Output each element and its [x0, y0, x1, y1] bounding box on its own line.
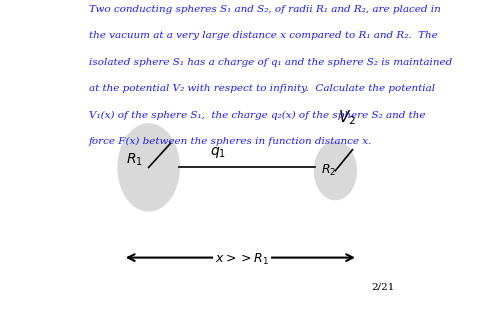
Text: V₁(x) of the sphere S₁,  the charge q₂(x) of the sphere S₂ and the: V₁(x) of the sphere S₁, the charge q₂(x)…	[89, 110, 425, 119]
Text: $R_2$: $R_2$	[320, 163, 336, 178]
Text: isolated sphere S₁ has a charge of q₁ and the sphere S₂ is maintained: isolated sphere S₁ has a charge of q₁ an…	[89, 58, 453, 67]
Text: the vacuum at a very large distance x compared to R₁ and R₂.  The: the vacuum at a very large distance x co…	[89, 31, 438, 40]
Ellipse shape	[118, 124, 179, 211]
Text: $x >> R_1$: $x >> R_1$	[215, 252, 269, 267]
Ellipse shape	[315, 142, 356, 200]
Text: $R_1$: $R_1$	[126, 151, 143, 167]
Text: Two conducting spheres S₁ and S₂, of radii R₁ and R₂, are placed in: Two conducting spheres S₁ and S₂, of rad…	[89, 5, 441, 14]
Text: at the potential V₂ with respect to infinity.  Calculate the potential: at the potential V₂ with respect to infi…	[89, 84, 435, 93]
Text: force F(x) between the spheres in function distance x.: force F(x) between the spheres in functi…	[89, 137, 372, 146]
Text: $q_1$: $q_1$	[210, 146, 226, 160]
Text: $V_2$: $V_2$	[338, 108, 356, 127]
Text: 2/21: 2/21	[372, 282, 395, 291]
